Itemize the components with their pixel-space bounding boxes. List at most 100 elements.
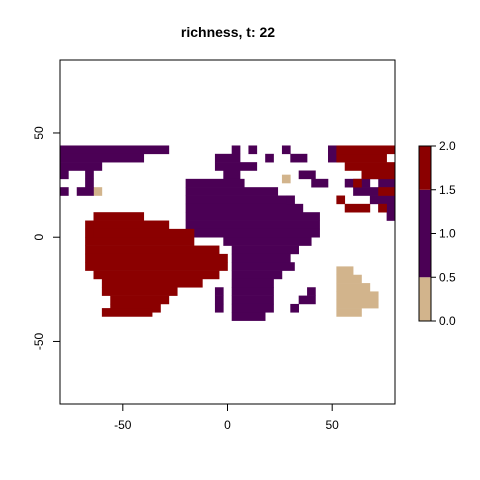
richness-cell-1 bbox=[265, 153, 274, 163]
richness-cell-2 bbox=[85, 220, 94, 230]
x-tick-label: 0 bbox=[224, 418, 231, 432]
richness-cell-1 bbox=[298, 295, 316, 305]
legend-tick-label: 2.0 bbox=[439, 139, 456, 153]
legend-tick-label: 1.5 bbox=[439, 183, 456, 197]
richness-cell-2 bbox=[336, 153, 387, 163]
legend-bin-2 bbox=[419, 146, 431, 190]
color-legend: 0.0 0.5 1.0 1.5 2.0 bbox=[418, 139, 456, 328]
richness-cell-0 bbox=[336, 308, 362, 317]
richness-cell-1 bbox=[76, 187, 94, 196]
richness-cell-2 bbox=[101, 278, 111, 288]
richness-cell-2 bbox=[85, 237, 195, 246]
richness-cell-2 bbox=[344, 162, 396, 171]
richness-cell-1 bbox=[290, 153, 308, 163]
richness-cell-2 bbox=[344, 203, 371, 213]
richness-cell-2 bbox=[336, 145, 396, 155]
y-axis: 50 0 -50 bbox=[32, 126, 61, 350]
richness-cell-1 bbox=[369, 195, 396, 205]
richness-cell-1 bbox=[185, 178, 245, 188]
richness-cell-1 bbox=[231, 287, 274, 296]
richness-cell-1 bbox=[378, 178, 396, 188]
richness-cell-1 bbox=[185, 187, 279, 196]
richness-cell-1 bbox=[60, 170, 69, 180]
richness-cell-2 bbox=[93, 212, 145, 221]
richness-cell-1 bbox=[231, 270, 283, 280]
richness-cell-1 bbox=[60, 162, 103, 171]
richness-cell-1 bbox=[85, 170, 94, 180]
richness-cell-0 bbox=[336, 274, 362, 284]
richness-cell-1 bbox=[60, 187, 69, 196]
richness-cell-2 bbox=[85, 262, 228, 271]
richness-cell-1 bbox=[328, 145, 337, 155]
richness-cell-0 bbox=[336, 299, 379, 309]
legend-tick-label: 0.0 bbox=[439, 314, 456, 328]
richness-cell-2 bbox=[336, 195, 346, 205]
richness-cell-1 bbox=[185, 228, 320, 238]
richness-cell-1 bbox=[248, 145, 258, 155]
richness-cell-2 bbox=[110, 287, 178, 296]
richness-cell-1 bbox=[311, 178, 329, 188]
richness-cell-1 bbox=[231, 312, 266, 321]
legend-bin-0 bbox=[419, 277, 431, 321]
richness-cell-1 bbox=[231, 278, 274, 288]
richness-cell-1 bbox=[307, 287, 316, 296]
richness-cell-1 bbox=[281, 145, 291, 155]
richness-cell-1 bbox=[214, 162, 258, 171]
x-tick-label: -50 bbox=[114, 418, 132, 432]
richness-cell-1 bbox=[214, 295, 224, 305]
richness-cell-1 bbox=[290, 303, 299, 313]
richness-cell-2 bbox=[378, 203, 387, 213]
y-tick-label: 50 bbox=[32, 126, 46, 140]
richness-cell-1 bbox=[231, 303, 274, 313]
richness-cell-1 bbox=[185, 195, 295, 205]
richness-cell-1 bbox=[60, 145, 170, 155]
richness-cell-1 bbox=[231, 145, 241, 155]
richness-cell-0 bbox=[93, 187, 103, 196]
richness-cell-2 bbox=[361, 170, 396, 180]
richness-cell-1 bbox=[231, 295, 274, 305]
richness-cell-1 bbox=[223, 237, 312, 246]
richness-cell-1 bbox=[231, 245, 299, 255]
heatmap-cells bbox=[60, 145, 396, 321]
richness-cell-2 bbox=[101, 287, 111, 296]
richness-cell-1 bbox=[214, 287, 224, 296]
richness-cell-1 bbox=[386, 212, 396, 221]
richness-cell-2 bbox=[85, 253, 228, 263]
richness-cell-0 bbox=[336, 283, 371, 292]
y-tick-label: 0 bbox=[32, 234, 46, 241]
richness-cell-1 bbox=[286, 195, 295, 205]
richness-cell-2 bbox=[93, 270, 220, 280]
richness-cell-1 bbox=[85, 178, 94, 188]
richness-cell-1 bbox=[214, 153, 241, 163]
richness-cell-1 bbox=[223, 170, 241, 180]
richness-cell-1 bbox=[185, 220, 320, 230]
richness-cell-0 bbox=[281, 174, 291, 184]
richness-cell-2 bbox=[110, 295, 170, 305]
richness-cell-2 bbox=[85, 228, 94, 238]
richness-cell-2 bbox=[85, 245, 220, 255]
richness-cell-1 bbox=[231, 262, 295, 271]
richness-cell-1 bbox=[185, 203, 304, 213]
richness-cell-2 bbox=[378, 187, 396, 196]
x-tick-label: 50 bbox=[326, 418, 340, 432]
x-axis: -50 0 50 bbox=[114, 403, 340, 432]
richness-cell-1 bbox=[185, 212, 320, 221]
richness-cell-2 bbox=[93, 220, 170, 230]
richness-cell-1 bbox=[298, 170, 316, 180]
legend-tick-label: 0.5 bbox=[439, 270, 456, 284]
richness-cell-1 bbox=[231, 253, 291, 263]
chart-title: richness, t: 22 bbox=[181, 24, 275, 40]
richness-cell-0 bbox=[336, 291, 379, 301]
richness-cell-0 bbox=[336, 266, 354, 276]
richness-cell-2 bbox=[93, 228, 195, 238]
legend-tick-label: 1.0 bbox=[439, 227, 456, 241]
richness-cell-2 bbox=[353, 178, 362, 188]
y-tick-label: -50 bbox=[32, 332, 46, 350]
richness-cell-1 bbox=[353, 187, 396, 196]
richness-cell-1 bbox=[214, 303, 224, 313]
legend-bin-1 bbox=[419, 189, 431, 278]
richness-cell-2 bbox=[101, 308, 153, 317]
richness-cell-2 bbox=[110, 278, 203, 288]
richness-cell-1 bbox=[60, 153, 145, 163]
